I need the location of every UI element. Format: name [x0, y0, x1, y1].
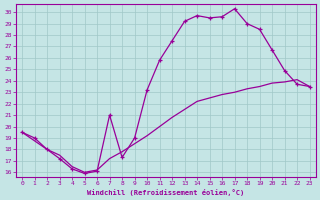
X-axis label: Windchill (Refroidissement éolien,°C): Windchill (Refroidissement éolien,°C) [87, 189, 244, 196]
